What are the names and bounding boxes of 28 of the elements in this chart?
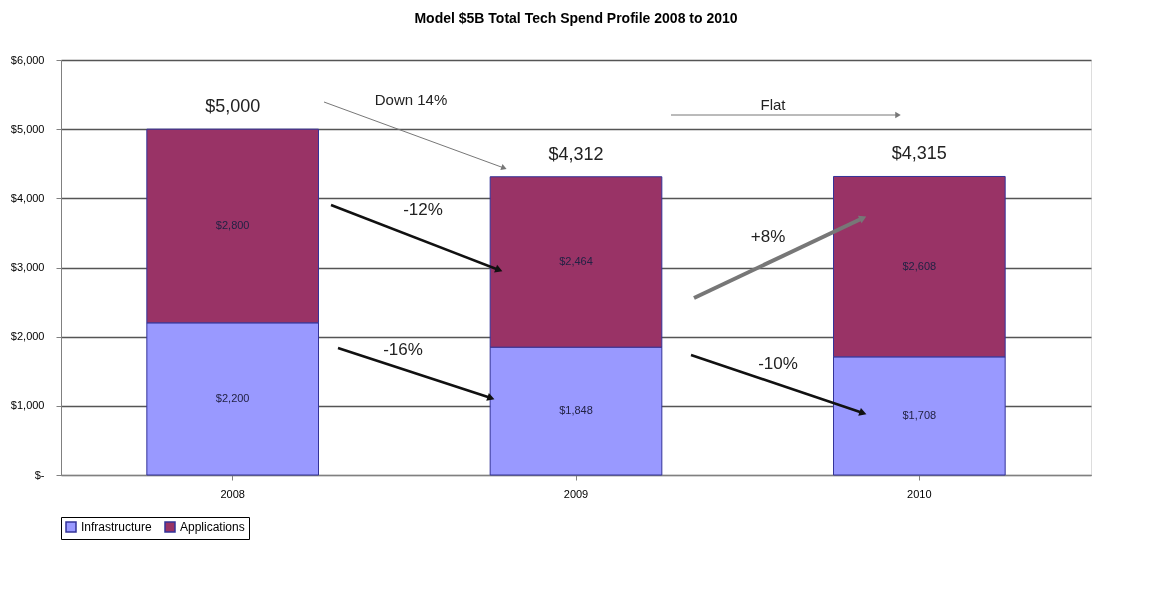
y-tick-label: $4,000 xyxy=(10,191,45,204)
data-label: $1,708 xyxy=(902,408,937,421)
data-label: $2,464 xyxy=(559,254,593,267)
annotation: Down 14% xyxy=(374,91,448,108)
y-tick-label: $- xyxy=(34,468,45,481)
data-label: $1,848 xyxy=(559,404,593,417)
y-tick-label: $6,000 xyxy=(10,53,45,66)
annotation: -10% xyxy=(758,354,798,373)
data-label: $2,200 xyxy=(215,391,250,404)
total-label: $4,315 xyxy=(891,143,947,164)
data-label: $2,608 xyxy=(902,259,937,272)
total-label: $5,000 xyxy=(205,96,261,117)
y-tick-label: $2,000 xyxy=(10,330,45,343)
chart-title: Model $5B Total Tech Spend Profile 2008 to 2010 xyxy=(414,10,738,26)
total-label: $4,312 xyxy=(548,143,604,164)
annotation: -12% xyxy=(403,200,443,219)
y-tick-label: $5,000 xyxy=(10,122,45,135)
legend-label: Infrastructure xyxy=(81,520,153,534)
x-tick-label: 2010 xyxy=(907,487,932,500)
annotation: +8% xyxy=(750,227,786,246)
data-label: $2,800 xyxy=(215,219,250,231)
y-tick-label: $1,000 xyxy=(10,399,45,412)
annotation: -16% xyxy=(383,340,423,359)
x-tick-label: 2008 xyxy=(220,487,245,500)
annotation: Flat xyxy=(760,96,787,113)
legend-label: Applications xyxy=(180,520,245,534)
x-tick-label: 2009 xyxy=(563,487,589,500)
y-tick-label: $3,000 xyxy=(10,261,45,273)
